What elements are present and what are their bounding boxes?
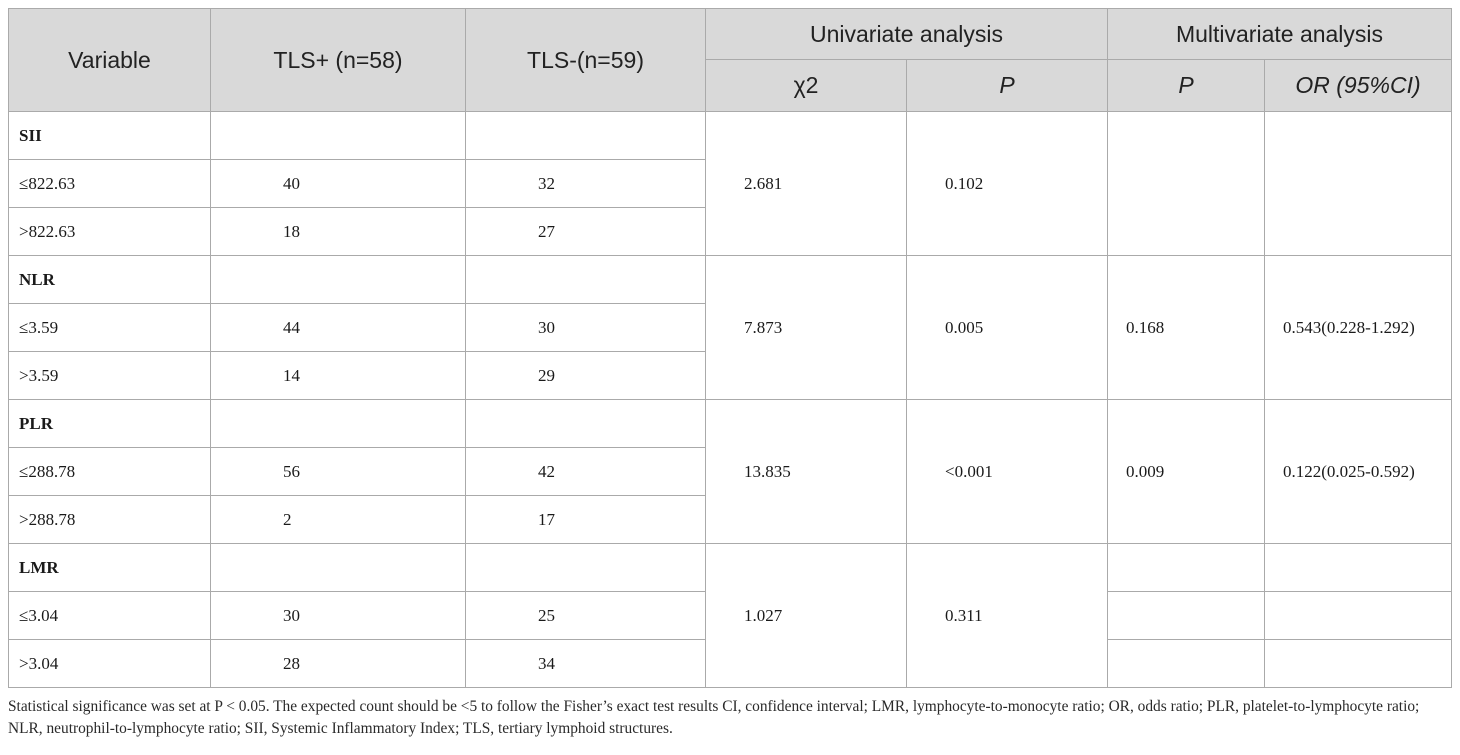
table-row: >3.04 28 34 [8,639,1452,688]
tls-neg-count: 17 [465,495,706,544]
group-label: NLR [8,255,211,304]
header-univariate: Univariate analysis [705,8,1108,60]
header-or-ci: OR (95%CI) [1264,59,1452,112]
row-label: >3.59 [8,351,211,400]
chi2-value: 1.027 [705,543,907,688]
row-label: >3.04 [8,639,211,688]
header-variable: Variable [8,8,211,112]
p-value: 0.005 [906,255,1108,400]
p-multi-value: 0.009 [1107,399,1265,544]
table-footnote: Statistical significance was set at P < … [8,698,1420,737]
p-multi-value: 0.168 [1107,255,1265,400]
header-p-univariate: P [906,59,1108,112]
tls-neg-count: 29 [465,351,706,400]
tls-pos-count: 44 [210,303,466,352]
tls-pos-count: 40 [210,159,466,208]
tls-neg-count: 32 [465,159,706,208]
or-ci-value [1264,111,1452,256]
header-tls-negative: TLS-(n=59) [465,8,706,112]
row-label: ≤3.04 [8,591,211,640]
group-row-nlr: NLR 7.873 0.005 0.168 0.543(0.228-1.292) [8,255,1452,400]
tls-neg-count: 34 [465,639,706,688]
tls-neg-count: 25 [465,591,706,640]
tls-neg-count: 42 [465,447,706,496]
table-row: ≤822.63 40 32 [8,159,1452,208]
row-label: ≤3.59 [8,303,211,352]
header-chi2: χ2 [705,59,907,112]
or-ci-value: 0.122(0.025-0.592) [1264,399,1452,544]
tls-pos-count: 2 [210,495,466,544]
header-p-multivariate: P [1107,59,1265,112]
or-ci-value [1264,543,1452,592]
group-label: SII [8,111,211,160]
row-label: ≤288.78 [8,447,211,496]
table-row: >3.59 14 29 [8,351,1452,400]
p-value: 0.311 [906,543,1108,688]
table-row: ≤3.59 44 30 [8,303,1452,352]
p-value: 0.102 [906,111,1108,256]
table-row: ≤288.78 56 42 [8,447,1452,496]
p-multi-value [1107,543,1265,592]
chi2-value: 7.873 [705,255,907,400]
tls-pos-count: 56 [210,447,466,496]
or-ci-value: 0.543(0.228-1.292) [1264,255,1452,400]
chi2-value: 13.835 [705,399,907,544]
results-table: Variable TLS+ (n=58) TLS-(n=59) Univaria… [8,8,1452,688]
tls-pos-count: 30 [210,591,466,640]
group-label: LMR [8,543,211,592]
row-label: >288.78 [8,495,211,544]
table-row: >822.63 18 27 [8,207,1452,256]
header-tls-positive: TLS+ (n=58) [210,8,466,112]
tls-neg-count: 27 [465,207,706,256]
p-value: <0.001 [906,399,1108,544]
group-label: PLR [8,399,211,448]
tls-pos-count: 14 [210,351,466,400]
group-row-sii: SII 2.681 0.102 [8,111,1452,256]
tls-pos-count: 18 [210,207,466,256]
row-label: >822.63 [8,207,211,256]
row-label: ≤822.63 [8,159,211,208]
group-row-lmr: LMR 1.027 0.311 [8,543,1452,688]
tls-pos-count: 28 [210,639,466,688]
tls-neg-count: 30 [465,303,706,352]
header-multivariate: Multivariate analysis [1107,8,1452,60]
group-row-plr: PLR 13.835 <0.001 0.009 0.122(0.025-0.59… [8,399,1452,544]
table-row: >288.78 2 17 [8,495,1452,544]
p-multi-value [1107,111,1265,256]
chi2-value: 2.681 [705,111,907,256]
